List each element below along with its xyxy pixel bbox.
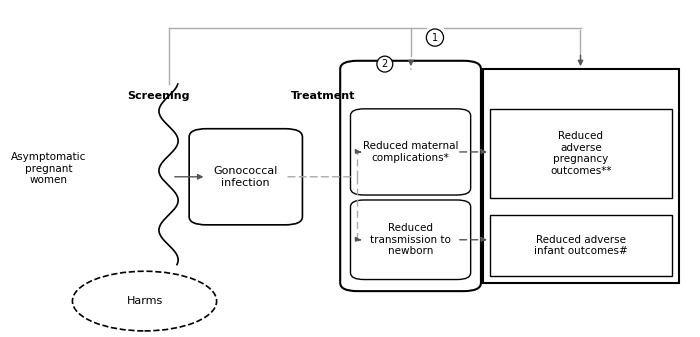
FancyBboxPatch shape xyxy=(351,109,470,195)
FancyBboxPatch shape xyxy=(351,200,470,279)
Text: 1: 1 xyxy=(432,33,438,42)
Text: Reduced
transmission to
newborn: Reduced transmission to newborn xyxy=(370,223,451,256)
Text: Reduced
adverse
pregnancy
outcomes**: Reduced adverse pregnancy outcomes** xyxy=(550,131,612,176)
Text: Reduced adverse
infant outcomes#: Reduced adverse infant outcomes# xyxy=(534,235,628,256)
Ellipse shape xyxy=(426,29,444,46)
Text: Asymptomatic
pregnant
women: Asymptomatic pregnant women xyxy=(10,152,86,185)
FancyBboxPatch shape xyxy=(189,129,302,225)
Ellipse shape xyxy=(377,56,393,72)
Text: Harms: Harms xyxy=(127,296,162,306)
Bar xyxy=(490,109,672,198)
Text: Screening: Screening xyxy=(127,91,190,100)
Text: Gonococcal
infection: Gonococcal infection xyxy=(214,166,278,188)
Bar xyxy=(483,69,679,283)
Text: 2: 2 xyxy=(382,59,388,69)
Text: Reduced maternal
complications*: Reduced maternal complications* xyxy=(363,141,458,163)
Bar xyxy=(490,215,672,276)
Text: Treatment: Treatment xyxy=(290,91,355,100)
Ellipse shape xyxy=(72,271,216,331)
FancyBboxPatch shape xyxy=(340,61,481,291)
